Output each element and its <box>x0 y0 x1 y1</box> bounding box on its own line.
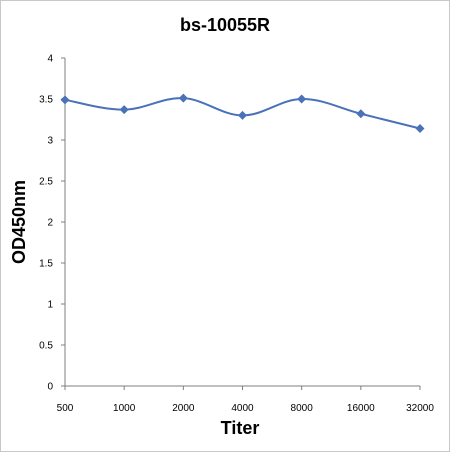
x-tick-label: 1000 <box>113 403 136 414</box>
y-ticks: 0 0.5 1 1.5 2 2.5 3 3.5 4 <box>39 54 65 393</box>
y-tick-label: 1 <box>47 300 53 311</box>
y-tick-label: 0.5 <box>39 341 53 352</box>
y-tick-label: 0 <box>47 382 53 393</box>
x-tick-label: 32000 <box>406 403 434 414</box>
data-point <box>297 94 307 104</box>
y-tick-label: 3.5 <box>39 95 53 106</box>
x-ticks: 500 1000 2000 4000 8000 16000 32000 <box>57 386 434 414</box>
y-tick-label: 4 <box>47 54 53 65</box>
y-tick-label: 2 <box>47 218 53 229</box>
data-point <box>415 124 425 134</box>
data-point <box>60 95 70 105</box>
data-point <box>178 93 188 103</box>
x-tick-label: 8000 <box>291 403 314 414</box>
x-tick-label: 16000 <box>347 403 375 414</box>
data-point <box>356 109 366 119</box>
x-tick-label: 4000 <box>231 403 254 414</box>
series-group <box>60 93 425 134</box>
x-tick-label: 2000 <box>172 403 195 414</box>
y-tick-label: 3 <box>47 136 53 147</box>
y-tick-label: 1.5 <box>39 259 53 270</box>
y-tick-label: 2.5 <box>39 177 53 188</box>
x-axis-title: Titer <box>221 418 260 438</box>
data-point <box>119 105 129 115</box>
data-point <box>238 110 247 120</box>
y-axis-title: OD450nm <box>9 180 29 264</box>
x-tick-label: 500 <box>57 403 74 414</box>
chart-title: bs-10055R <box>180 15 270 35</box>
